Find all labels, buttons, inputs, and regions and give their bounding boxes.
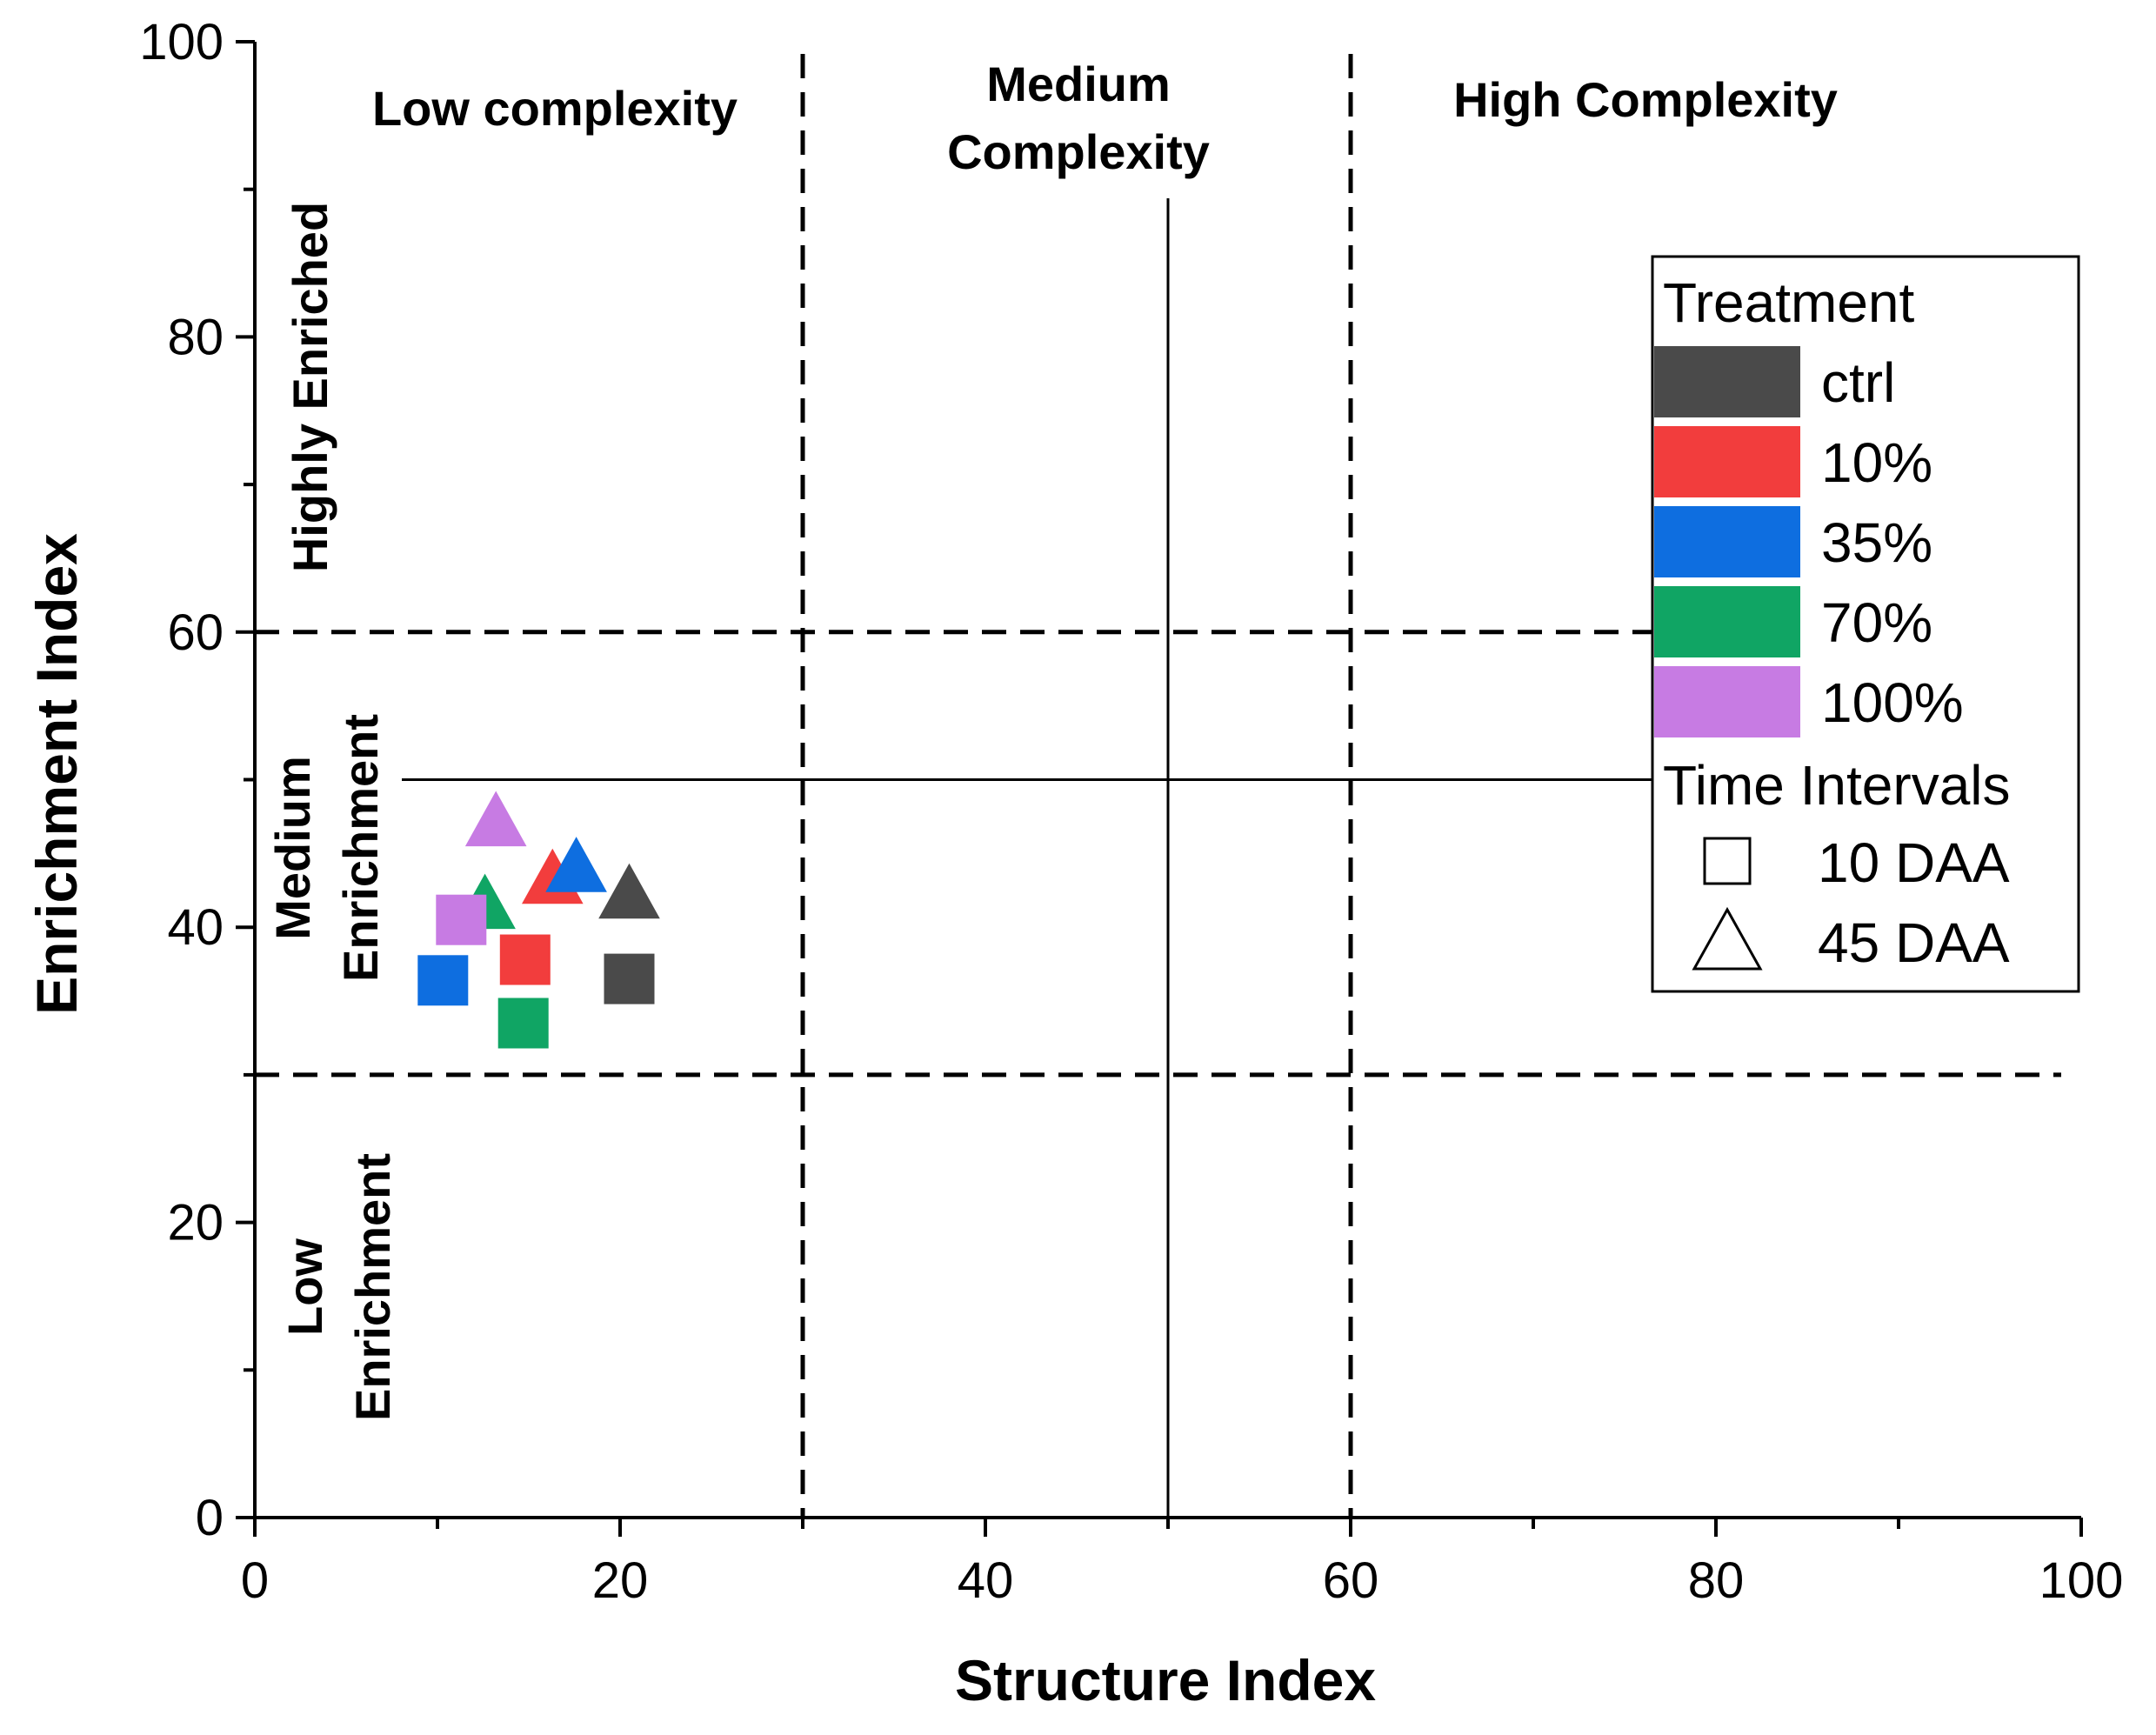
y-axis-title: Enrichment Index xyxy=(24,533,89,1015)
legend-swatch xyxy=(1654,346,1800,417)
marker-100pct-triangle xyxy=(464,791,527,847)
legend-time-label: 10 DAA xyxy=(1818,831,2010,894)
legend-treatment-title: Treatment xyxy=(1663,271,1915,334)
high-complexity-label: High Complexity xyxy=(1453,72,1838,127)
legend-treatments: ctrl 10% 35% 70% 100% xyxy=(1654,346,1964,737)
marker-35pct-triangle xyxy=(545,837,607,892)
region-labels: Low complexity Medium Complexity High Co… xyxy=(265,57,1838,1421)
legend-swatch xyxy=(1654,426,1800,497)
y-tick-label: 20 xyxy=(167,1195,224,1251)
y-ticks: 0 20 40 60 80 100 xyxy=(139,14,255,1546)
medium-complexity-label-line1: Medium xyxy=(986,57,1171,111)
y-tick-label: 100 xyxy=(139,14,224,70)
legend-time-title: Time Intervals xyxy=(1663,754,2011,817)
x-tick-label: 40 xyxy=(958,1552,1014,1609)
legend-swatch xyxy=(1654,666,1800,737)
y-tick-label: 60 xyxy=(167,604,224,661)
legend-times: 10 DAA 45 DAA xyxy=(1692,831,2010,974)
x-tick-label: 60 xyxy=(1323,1552,1379,1609)
x-tick-label: 80 xyxy=(1688,1552,1745,1609)
marker-ctrl-triangle xyxy=(598,863,660,919)
medium-enrichment-label-line1: Medium xyxy=(265,756,320,940)
legend-square-icon xyxy=(1703,837,1752,885)
x-ticks: 0 20 40 60 80 100 xyxy=(241,1518,2124,1609)
y-tick-label: 40 xyxy=(167,899,224,956)
legend-treatment-label: 70% xyxy=(1821,591,1932,654)
legend-triangle-icon xyxy=(1692,906,1763,971)
marker-35pct-square xyxy=(417,955,469,1006)
legend-treatment-label: ctrl xyxy=(1821,351,1895,414)
legend-treatment-label: 10% xyxy=(1821,431,1932,494)
medium-enrichment-label-line2: Enrichment xyxy=(333,714,388,982)
y-tick-label: 80 xyxy=(167,309,224,365)
legend-swatch xyxy=(1654,506,1800,577)
low-enrichment-label-line1: Low xyxy=(277,1238,332,1336)
y-tick-label: 0 xyxy=(196,1490,224,1546)
low-enrichment-label-line2: Enrichment xyxy=(345,1153,400,1421)
marker-70pct-square xyxy=(497,998,549,1049)
legend-time-label: 45 DAA xyxy=(1818,911,2010,974)
legend-swatch xyxy=(1654,586,1800,657)
marker-100pct-square xyxy=(436,894,487,945)
data-markers xyxy=(417,791,660,1049)
x-tick-label: 100 xyxy=(2039,1552,2124,1609)
legend-treatment-label: 100% xyxy=(1821,671,1964,734)
low-complexity-label: Low complexity xyxy=(372,81,738,136)
legend-treatment-label: 35% xyxy=(1821,511,1932,574)
legend: Treatment ctrl 10% 35% 70% 100% Time Interva… xyxy=(1651,255,2080,993)
x-tick-label: 20 xyxy=(592,1552,649,1609)
highly-enriched-label: Highly Enriched xyxy=(283,202,337,572)
marker-10pct-square xyxy=(499,934,551,985)
x-axis-title: Structure Index xyxy=(955,1648,1376,1712)
x-tick-label: 0 xyxy=(241,1552,269,1609)
medium-complexity-label-line2: Complexity xyxy=(947,124,1210,179)
marker-ctrl-square xyxy=(604,953,655,1004)
